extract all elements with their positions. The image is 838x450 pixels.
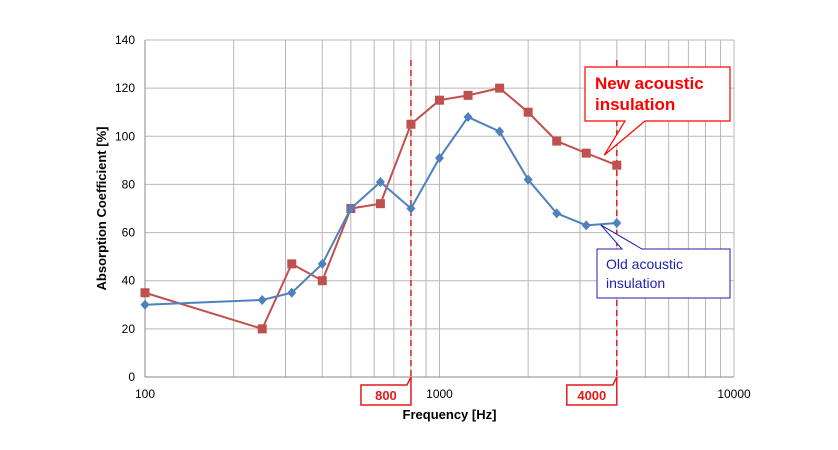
data-point-new (612, 160, 622, 170)
y-tick-label: 80 (122, 177, 136, 191)
series-line-new (144, 87, 618, 331)
tick-labels: 0 20 40 60 80 100 120 140 100 1000 10000 (115, 33, 751, 401)
data-point-new (435, 95, 444, 105)
data-point-new (287, 259, 297, 269)
y-tick-label: 20 (122, 322, 136, 336)
data-point-old (317, 258, 327, 269)
y-axis-label: Absorption Coefficient [%] (94, 127, 109, 291)
reference-label-box (566, 376, 618, 406)
y-tick-label: 60 (122, 226, 136, 240)
reference-lines: 800 4000 (360, 60, 618, 406)
data-point-new (552, 136, 562, 146)
data-point-old (406, 203, 416, 214)
y-tick-label: 0 (128, 370, 135, 384)
x-tick-label: 10000 (717, 387, 751, 401)
axis-labels: Frequency [Hz] Absorption Coefficient [%… (94, 127, 496, 422)
reference-label: 800 (375, 388, 397, 403)
data-point-new (317, 276, 327, 286)
reference-label: 4000 (577, 388, 606, 403)
callout-old-box (596, 224, 731, 299)
data-point-old (140, 299, 150, 310)
data-point-old (346, 203, 356, 214)
x-tick-label: 1000 (426, 387, 453, 401)
data-point-old (581, 220, 591, 231)
callout-new-text: New acoustic (595, 74, 704, 93)
callout-old-text: Old acoustic (606, 256, 683, 272)
data-point-old (257, 294, 267, 305)
callout-new-text: insulation (595, 95, 675, 114)
data-point-old (435, 152, 444, 163)
data-point-new (523, 107, 533, 117)
data-point-old (375, 177, 385, 188)
data-point-old (552, 208, 562, 219)
y-tick-label: 140 (115, 33, 135, 47)
callout-old-text: insulation (606, 275, 665, 291)
callout-new-box (584, 66, 731, 156)
data-point-old (612, 217, 622, 228)
plot-frame (144, 40, 735, 378)
y-tick-label: 40 (122, 274, 136, 288)
reference-label-box (360, 376, 412, 406)
data-point-old (463, 112, 473, 123)
data-point-new (406, 119, 416, 129)
data-point-old (523, 174, 533, 185)
series-line-old (144, 115, 617, 306)
x-tick-label: 100 (135, 387, 155, 401)
series-group (140, 83, 622, 334)
data-point-old (495, 126, 505, 137)
y-tick-label: 120 (115, 81, 135, 95)
data-point-new (463, 90, 473, 100)
data-point-new (257, 324, 267, 334)
x-axis-label: Frequency [Hz] (403, 407, 497, 422)
data-point-new (140, 288, 150, 298)
data-point-new (581, 148, 591, 158)
data-point-new (495, 83, 505, 93)
y-tick-label: 100 (115, 129, 135, 143)
data-point-old (287, 287, 297, 298)
data-point-new (375, 199, 385, 209)
callouts: New acoustic insulation Old acoustic insula… (584, 66, 731, 299)
